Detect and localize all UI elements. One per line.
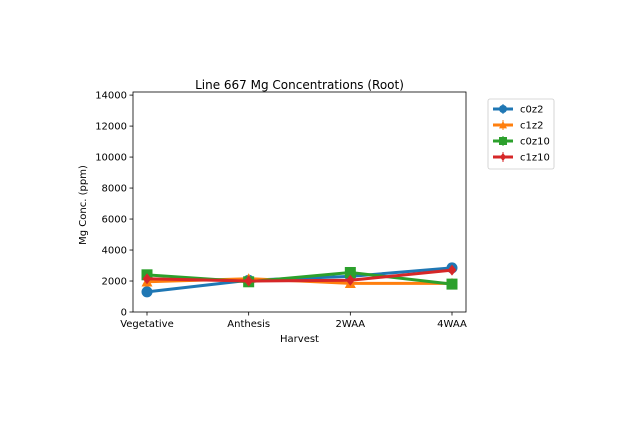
legend-marker (499, 105, 507, 113)
y-tick-label: 10000 (95, 153, 127, 164)
y-tick-label: 4000 (102, 246, 127, 257)
series-line-c1z10 (146, 268, 453, 283)
legend-marker (499, 137, 507, 145)
y-tick-label: 14000 (95, 91, 127, 102)
plot-area: 0 2000 4000 6000 8000 10000 12000 14000 Vegetati… (95, 91, 467, 330)
legend-label: c1z2 (520, 121, 543, 132)
data-point-c1z10 (142, 273, 152, 285)
data-point-c1z10 (244, 275, 254, 287)
y-tick-label: 12000 (95, 122, 127, 133)
legend-marker (499, 153, 507, 161)
x-tick-label: Vegetative (120, 319, 174, 330)
data-point-c0z10 (344, 266, 356, 278)
x-tick-label: 2WAA (335, 319, 365, 330)
data-point-c0z2 (141, 286, 153, 298)
legend-label: c1z10 (520, 153, 550, 164)
legend-marker (499, 121, 507, 129)
y-tick-label: 2000 (102, 277, 127, 288)
legend: c0z2 c1z2 c0z10 c1z10 (487, 98, 555, 170)
legend-label: c0z2 (520, 105, 543, 116)
y-tick-label: 6000 (102, 215, 127, 226)
data-point-c1z10 (345, 274, 355, 286)
legend-frame (487, 98, 555, 170)
data-point-c1z10 (447, 264, 457, 276)
axes-frame (132, 91, 467, 313)
y-axis-label: Mg Conc. (ppm) (78, 165, 89, 245)
y-tick-label: 0 (121, 308, 127, 319)
x-tick-label: 4WAA (437, 319, 467, 330)
series-line-c0z10 (146, 270, 453, 286)
y-tick-label: 8000 (102, 184, 127, 195)
legend-label: c0z10 (520, 137, 550, 148)
x-tick-label: Anthesis (227, 319, 270, 330)
chart-title: Line 667 Mg Concentrations (Root) (195, 78, 404, 92)
data-point-c0z10 (446, 278, 458, 290)
x-axis-label: Harvest (280, 334, 319, 345)
